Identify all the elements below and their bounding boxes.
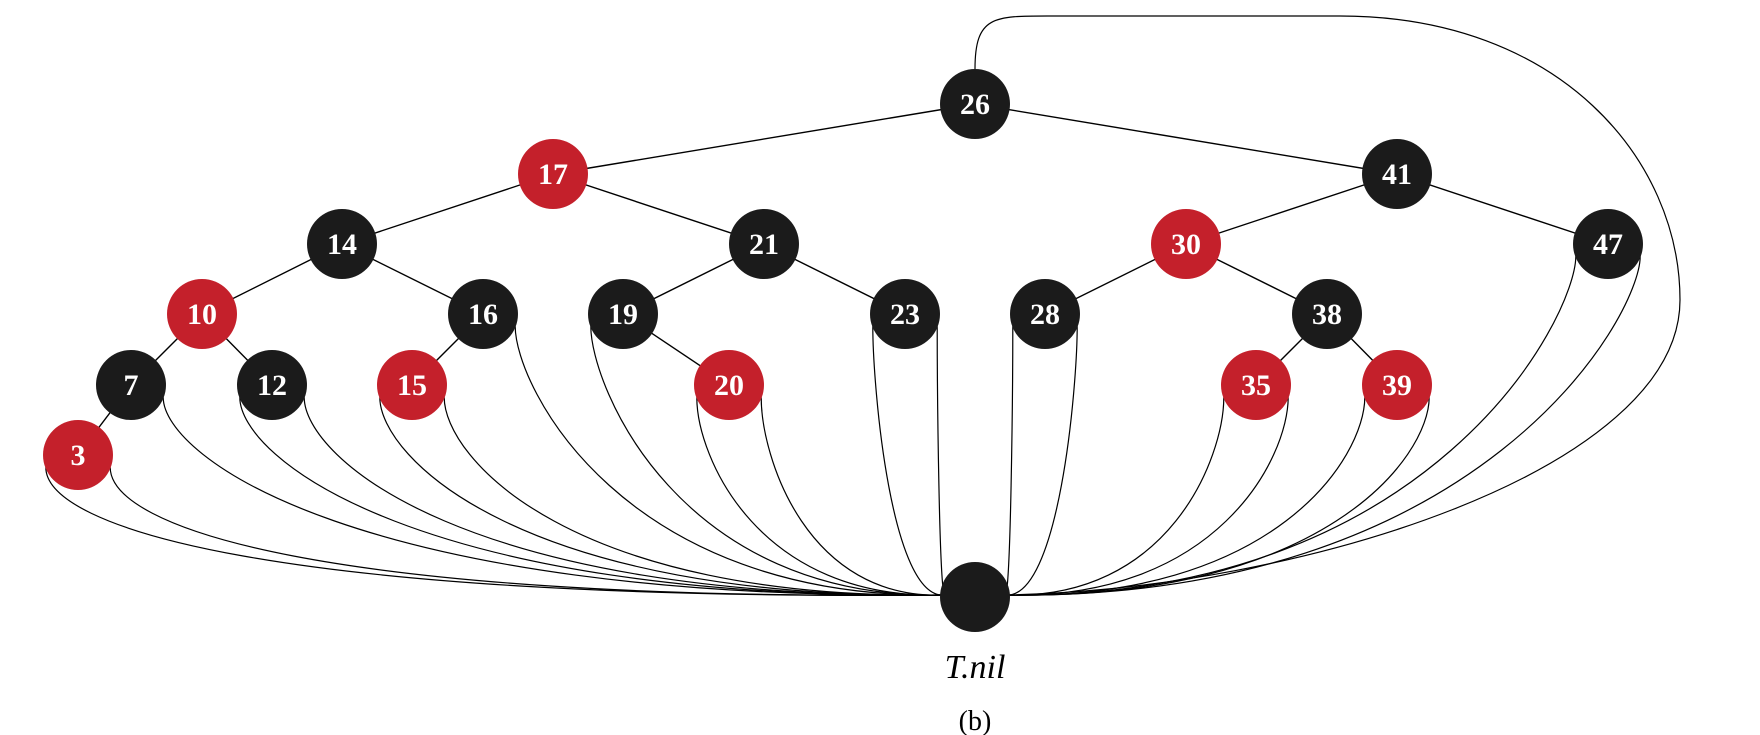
node-17-circle (518, 139, 588, 209)
node-21: 21 (729, 209, 799, 279)
node-10: 10 (167, 279, 237, 349)
node-15-label: 15 (397, 369, 427, 402)
node-26-label: 26 (960, 88, 990, 121)
root-parent-edge (974, 15, 1681, 596)
node-7-label: 7 (124, 369, 139, 402)
nil-edge-23-right (936, 326, 946, 596)
node-12-circle (237, 350, 307, 420)
figure-caption: (b) (959, 706, 992, 735)
node-41-label: 41 (1382, 158, 1412, 191)
nil-edge-12-left (239, 397, 946, 596)
node-30: 30 (1151, 209, 1221, 279)
node-39-circle (1362, 350, 1432, 420)
node-12: 12 (237, 350, 307, 420)
nil-edge-35-left (1004, 397, 1225, 596)
nil-edge-20-left (696, 397, 946, 596)
node-23: 23 (870, 279, 940, 349)
edge-17-14 (341, 173, 554, 245)
nil-edge-3-right (109, 467, 946, 596)
nil-edge-15-right (443, 397, 946, 596)
nil-edge-28-left (1004, 326, 1014, 596)
nil-edge-20-right (760, 397, 946, 596)
node-38-circle (1292, 279, 1362, 349)
edge-17-21 (552, 173, 765, 245)
node-23-circle (870, 279, 940, 349)
node-10-label: 10 (187, 298, 217, 331)
sentinel-circle (940, 562, 1010, 632)
node-14-label: 14 (327, 228, 357, 261)
edge-26-17 (552, 103, 976, 175)
node-41: 41 (1362, 139, 1432, 209)
sentinel-node: T.nil (940, 562, 1010, 686)
sentinel-edges (45, 15, 1681, 596)
nil-edge-28-right (1004, 326, 1078, 596)
node-38: 38 (1292, 279, 1362, 349)
nil-edge-7-right (162, 397, 946, 596)
node-21-circle (729, 209, 799, 279)
nil-edge-47-left (1004, 256, 1577, 596)
node-17: 17 (518, 139, 588, 209)
nil-edge-16-right (514, 326, 946, 596)
node-28-label: 28 (1030, 298, 1060, 331)
node-41-circle (1362, 139, 1432, 209)
edge-41-47 (1396, 173, 1609, 245)
edge-26-41 (974, 103, 1398, 175)
node-16: 16 (448, 279, 518, 349)
nil-edge-23-left (872, 326, 946, 596)
node-20-circle (694, 350, 764, 420)
node-39-label: 39 (1382, 369, 1412, 402)
node-3-circle (43, 420, 113, 490)
node-35: 35 (1221, 350, 1291, 420)
node-20-label: 20 (714, 369, 744, 402)
node-21-label: 21 (749, 228, 779, 261)
node-15: 15 (377, 350, 447, 420)
node-15-circle (377, 350, 447, 420)
node-20: 20 (694, 350, 764, 420)
node-39: 39 (1362, 350, 1432, 420)
nil-edge-19-left (590, 326, 946, 596)
nil-edge-12-right (303, 397, 946, 596)
node-23-label: 23 (890, 298, 920, 331)
node-16-label: 16 (468, 298, 498, 331)
edge-41-30 (1185, 173, 1398, 245)
node-19-circle (588, 279, 658, 349)
nil-edge-47-right (1004, 256, 1641, 596)
node-14-circle (307, 209, 377, 279)
node-47-circle (1573, 209, 1643, 279)
node-28-circle (1010, 279, 1080, 349)
node-26: 26 (940, 69, 1010, 139)
node-3-label: 3 (71, 439, 86, 472)
node-47: 47 (1573, 209, 1643, 279)
node-19-label: 19 (608, 298, 638, 331)
node-47-label: 47 (1593, 228, 1623, 261)
node-38-label: 38 (1312, 298, 1342, 331)
node-12-label: 12 (257, 369, 287, 402)
node-16-circle (448, 279, 518, 349)
node-7: 7 (96, 350, 166, 420)
node-30-label: 30 (1171, 228, 1201, 261)
node-26-circle (940, 69, 1010, 139)
node-3: 3 (43, 420, 113, 490)
node-17-label: 17 (538, 158, 568, 191)
node-10-circle (167, 279, 237, 349)
node-30-circle (1151, 209, 1221, 279)
node-35-circle (1221, 350, 1291, 420)
node-35-label: 35 (1241, 369, 1271, 402)
node-7-circle (96, 350, 166, 420)
nil-edge-35-right (1004, 397, 1289, 596)
sentinel-label: T.nil (945, 649, 1006, 686)
node-19: 19 (588, 279, 658, 349)
nil-edge-39-right (1004, 397, 1430, 596)
node-14: 14 (307, 209, 377, 279)
node-28: 28 (1010, 279, 1080, 349)
tree-nodes: 26 17 41 14 21 30 47 10 16 19 23 28 38 7 12 15 20 35 39 3 (43, 69, 1643, 490)
nil-edge-15-left (379, 397, 946, 596)
